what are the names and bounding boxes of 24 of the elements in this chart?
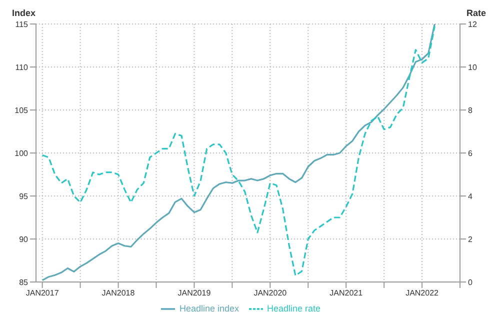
y2-tick-label: 12	[468, 20, 478, 29]
y-tick-label: 105	[14, 106, 29, 115]
y2-tick-label: 10	[468, 62, 478, 72]
y-tick-label: 95	[19, 192, 29, 201]
y-axis-title: Index	[12, 8, 36, 18]
y2-axis-title: Rate	[466, 8, 486, 18]
y2-tick-label: 2	[468, 234, 473, 244]
x-tick-label: JAN2018	[102, 288, 136, 298]
x-tick-label: JAN2021	[330, 288, 364, 298]
y2-tick-label: 4	[468, 192, 473, 201]
x-tick-label: JAN2019	[178, 288, 212, 298]
x-tick-label: JAN2022	[406, 288, 440, 298]
legend-label: Headline rate	[267, 303, 321, 314]
legend-label: Headline index	[179, 303, 239, 314]
y-tick-label: 110	[15, 62, 29, 72]
x-tick-label: JAN2020	[254, 288, 288, 298]
y2-tick-label: 0	[468, 278, 473, 287]
y-tick-label: 90	[19, 234, 29, 244]
x-tick-label: JAN2017	[26, 288, 60, 298]
y-tick-label: 115	[15, 20, 29, 29]
y2-tick-label: 6	[468, 148, 473, 158]
y2-tick-label: 8	[468, 106, 473, 115]
y-tick-label: 100	[14, 148, 29, 158]
y-tick-label: 85	[19, 278, 29, 287]
